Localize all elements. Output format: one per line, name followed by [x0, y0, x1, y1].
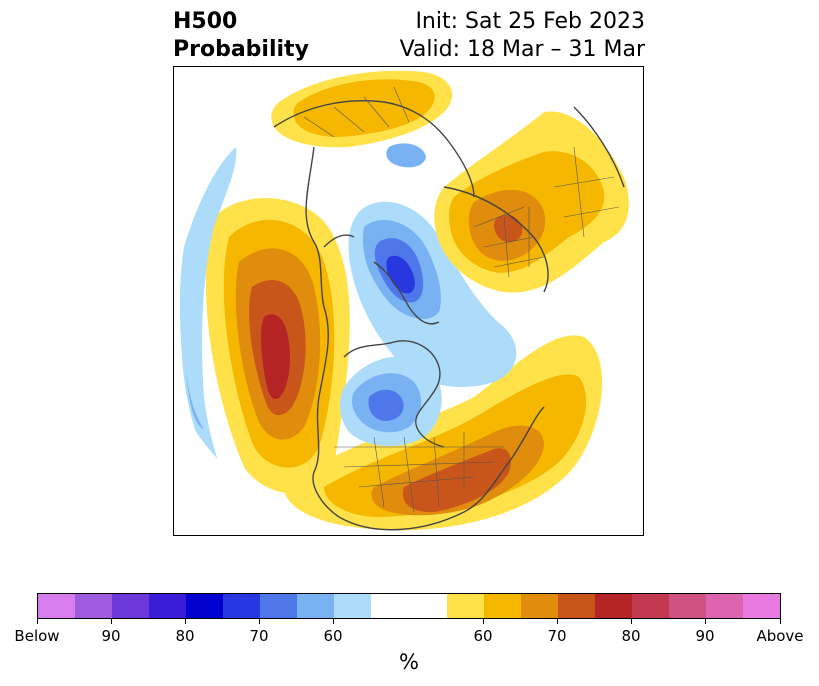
colorbar-below-bin — [149, 594, 186, 618]
colorbar-below-bin — [334, 594, 371, 618]
eastern-pacific-ridge — [205, 198, 350, 494]
colorbar-tick-label: Below — [14, 627, 60, 645]
colorbar-above-bin — [521, 594, 558, 618]
europe-ridge — [271, 70, 453, 148]
colorbar-below-bin — [112, 594, 149, 618]
colorbar-tick-label: 70 — [547, 627, 567, 645]
colorbar-tickmark — [631, 619, 632, 624]
siberian-ridge — [434, 111, 629, 293]
chart-title: H500 Probability — [173, 8, 309, 64]
colorbar-tick-label: Above — [756, 627, 804, 645]
colorbar-below-bin — [75, 594, 112, 618]
colorbar-tick-label: 90 — [695, 627, 715, 645]
probability-map — [173, 66, 644, 536]
title-product: Probability — [173, 37, 309, 62]
colorbar-above-bin — [447, 594, 484, 618]
colorbar-below-bin — [260, 594, 297, 618]
colorbar-tick-label: 90 — [101, 627, 121, 645]
forecast-dates: Init: Sat 25 Feb 2023 Valid: 18 Mar – 31… — [400, 8, 645, 64]
valid-period: Valid: 18 Mar – 31 Mar — [399, 37, 645, 62]
colorbar-above-bin — [558, 594, 595, 618]
colorbar-tick-label: 80 — [621, 627, 641, 645]
colorbar-above-bin — [706, 594, 743, 618]
colorbar-below-bin — [38, 594, 75, 618]
colorbar-below-bin — [223, 594, 260, 618]
colorbar-tickmark — [705, 619, 706, 624]
colorbar-tickmark — [780, 619, 781, 624]
colorbar-above-bin — [743, 594, 780, 618]
colorbar-tick-label: 60 — [323, 627, 343, 645]
arctic-trough — [348, 143, 517, 387]
colorbar-below-bin — [186, 594, 223, 618]
colorbar-tick-label: 80 — [175, 627, 195, 645]
north-pacific-trough — [179, 147, 237, 487]
eastern-us-ridge — [284, 335, 603, 531]
colorbar-tickmark — [185, 619, 186, 624]
colorbar-tickmark — [557, 619, 558, 624]
colorbar — [37, 593, 781, 619]
init-date: Init: Sat 25 Feb 2023 — [415, 9, 645, 34]
title-variable: H500 — [173, 9, 238, 34]
colorbar-above-bin — [669, 594, 706, 618]
colorbar-above-bin — [632, 594, 669, 618]
colorbar-tickmark — [37, 619, 38, 624]
colorbar-neutral-bin — [371, 594, 447, 618]
borders — [303, 86, 620, 513]
colorbar-tick-label: 60 — [473, 627, 493, 645]
colorbar-above-bin — [595, 594, 632, 618]
colorbar-tickmark — [259, 619, 260, 624]
colorbar-tickmark — [333, 619, 334, 624]
colorbar-unit-label: % — [399, 650, 419, 674]
colorbar-above-bin — [484, 594, 521, 618]
map-canvas — [179, 70, 629, 531]
coastlines — [273, 100, 625, 531]
colorbar-tickmark — [111, 619, 112, 624]
colorbar-tick-label: 70 — [249, 627, 269, 645]
colorbar-tickmark — [483, 619, 484, 624]
colorbar-below-bin — [297, 594, 334, 618]
